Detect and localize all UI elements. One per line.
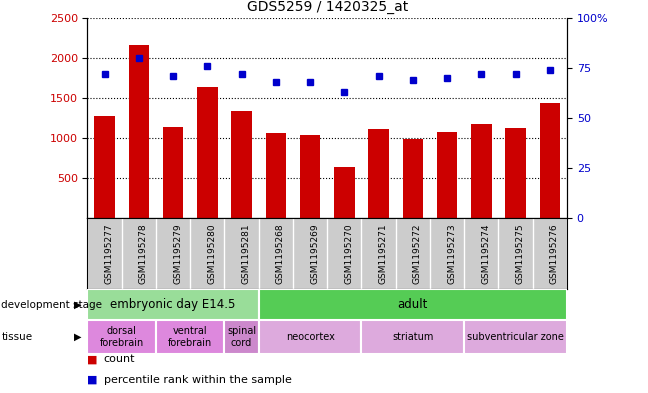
Text: GSM1195274: GSM1195274 xyxy=(481,224,491,284)
Text: dorsal
forebrain: dorsal forebrain xyxy=(100,326,144,348)
Text: tissue: tissue xyxy=(1,332,32,342)
Title: GDS5259 / 1420325_at: GDS5259 / 1420325_at xyxy=(247,0,408,14)
Bar xyxy=(437,132,457,218)
Text: GSM1195279: GSM1195279 xyxy=(173,224,182,285)
Text: ventral
forebrain: ventral forebrain xyxy=(168,326,213,348)
Bar xyxy=(464,320,567,354)
Bar xyxy=(368,129,389,218)
Bar xyxy=(197,86,218,218)
Text: percentile rank within the sample: percentile rank within the sample xyxy=(104,375,292,385)
Text: GSM1195268: GSM1195268 xyxy=(276,224,285,285)
Bar xyxy=(505,127,526,218)
Bar xyxy=(95,116,115,218)
Bar xyxy=(300,135,320,218)
Bar xyxy=(231,111,252,218)
Bar xyxy=(471,123,492,218)
Text: GSM1195275: GSM1195275 xyxy=(516,224,525,285)
Text: embryonic day E14.5: embryonic day E14.5 xyxy=(110,298,236,311)
Text: adult: adult xyxy=(398,298,428,311)
Bar xyxy=(156,320,224,354)
Bar xyxy=(163,127,183,218)
Text: development stage: development stage xyxy=(1,299,102,310)
Bar xyxy=(259,320,362,354)
Text: GSM1195271: GSM1195271 xyxy=(378,224,388,285)
Text: GSM1195280: GSM1195280 xyxy=(207,224,216,285)
Text: GSM1195277: GSM1195277 xyxy=(104,224,113,285)
Bar xyxy=(334,167,354,218)
Text: ■: ■ xyxy=(87,354,98,364)
Text: striatum: striatum xyxy=(392,332,434,342)
Bar xyxy=(87,289,259,320)
Text: neocortex: neocortex xyxy=(286,332,334,342)
Text: GSM1195278: GSM1195278 xyxy=(139,224,148,285)
Bar xyxy=(259,289,567,320)
Text: GSM1195272: GSM1195272 xyxy=(413,224,422,284)
Text: count: count xyxy=(104,354,135,364)
Text: spinal
cord: spinal cord xyxy=(227,326,256,348)
Bar xyxy=(402,139,423,218)
Text: GSM1195269: GSM1195269 xyxy=(310,224,319,285)
Text: GSM1195276: GSM1195276 xyxy=(550,224,559,285)
Text: ▶: ▶ xyxy=(73,332,81,342)
Text: ▶: ▶ xyxy=(73,299,81,310)
Bar xyxy=(540,103,560,218)
Text: ■: ■ xyxy=(87,375,98,385)
Bar xyxy=(128,45,149,218)
Bar xyxy=(266,133,286,218)
Text: GSM1195281: GSM1195281 xyxy=(242,224,251,285)
Text: GSM1195270: GSM1195270 xyxy=(344,224,353,285)
Text: subventricular zone: subventricular zone xyxy=(467,332,564,342)
Bar xyxy=(87,320,156,354)
Text: GSM1195273: GSM1195273 xyxy=(447,224,456,285)
Bar xyxy=(362,320,464,354)
Bar xyxy=(224,320,259,354)
